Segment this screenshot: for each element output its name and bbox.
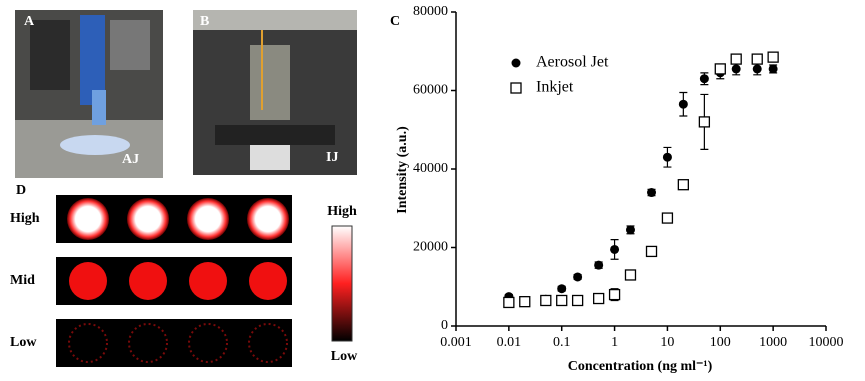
- x-tick-label: 1: [611, 335, 618, 350]
- spot: [189, 262, 227, 300]
- point: [594, 260, 604, 270]
- point: [608, 288, 621, 301]
- y-tick-label: 40000: [413, 161, 448, 176]
- spot: [187, 198, 229, 240]
- x-tick-label: 10000: [809, 335, 844, 350]
- spot: [188, 323, 228, 363]
- point: [698, 116, 711, 128]
- legend-marker: [511, 58, 521, 68]
- y-axis-label: Intensity (a.u.): [395, 126, 410, 214]
- legend-label: Aerosol Jet: [536, 54, 609, 71]
- spot: [249, 262, 287, 300]
- point: [662, 152, 672, 162]
- x-tick-label: 0.01: [497, 335, 522, 350]
- legend-marker: [510, 82, 522, 94]
- chart: 0 20000 40000 60000 80000 0.001 0.01 0.1 1 10 100 1…: [413, 4, 844, 350]
- point: [556, 294, 568, 307]
- photo-a: [15, 10, 163, 178]
- scale-label: High: [327, 204, 357, 219]
- y-tick-label: 60000: [413, 83, 448, 98]
- spot-rows: High Mid Low: [10, 195, 292, 367]
- point: [625, 225, 635, 235]
- point: [593, 292, 605, 305]
- point: [699, 74, 709, 84]
- row-label: Low: [10, 335, 37, 350]
- x-tick-label: 100: [710, 335, 731, 350]
- x-tick-label: 0.001: [440, 335, 472, 350]
- point: [540, 294, 552, 307]
- spot: [127, 198, 169, 240]
- spot: [67, 198, 109, 240]
- panel-label: D: [16, 183, 26, 198]
- point: [678, 99, 688, 109]
- point: [767, 51, 779, 63]
- point: [573, 272, 583, 282]
- point: [571, 294, 584, 307]
- photo-tag: IJ: [326, 150, 338, 165]
- y-tick-label: 0: [441, 318, 448, 333]
- point: [519, 296, 531, 308]
- panel-label: A: [24, 14, 35, 29]
- point: [714, 63, 726, 75]
- photo-tag: AJ: [122, 152, 139, 167]
- point: [730, 53, 742, 65]
- x-tick-label: 10: [660, 335, 674, 350]
- y-tick-label: 80000: [413, 4, 448, 19]
- spot-row: [56, 319, 292, 367]
- spot: [69, 262, 107, 300]
- point: [731, 64, 741, 74]
- point: [677, 179, 689, 191]
- point: [661, 212, 674, 224]
- point: [503, 296, 515, 309]
- panel-label: B: [200, 14, 209, 29]
- x-axis-label: Concentration (ng ml⁻¹): [568, 359, 713, 374]
- color-bar: [331, 225, 353, 342]
- point: [557, 284, 567, 294]
- spot: [68, 323, 108, 363]
- photo-b: [193, 10, 357, 175]
- scale-label: Low: [331, 349, 358, 364]
- row-label: Mid: [10, 273, 35, 288]
- y-tick-label: 20000: [413, 240, 448, 255]
- point: [752, 64, 762, 74]
- spot: [248, 323, 288, 363]
- row-label: High: [10, 211, 40, 226]
- spot: [129, 262, 167, 300]
- point: [610, 244, 620, 254]
- x-tick-label: 1000: [759, 335, 787, 350]
- point: [645, 245, 658, 258]
- spot: [247, 198, 289, 240]
- x-tick-label: 0.1: [553, 335, 571, 350]
- legend-label: Inkjet: [536, 79, 574, 96]
- point: [751, 53, 763, 65]
- panel-label: C: [390, 14, 400, 29]
- point: [624, 269, 637, 281]
- point: [768, 64, 778, 74]
- spot: [128, 323, 168, 363]
- point: [647, 188, 657, 198]
